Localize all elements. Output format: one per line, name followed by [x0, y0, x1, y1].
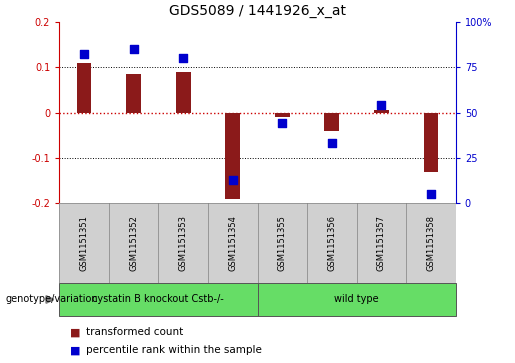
Point [328, 140, 336, 146]
Bar [374, 110, 389, 113]
Text: GSM1151353: GSM1151353 [179, 215, 187, 271]
Text: GSM1151357: GSM1151357 [377, 215, 386, 271]
Bar [275, 113, 290, 117]
Bar [225, 113, 240, 199]
Text: transformed count: transformed count [86, 327, 183, 337]
Text: GSM1151358: GSM1151358 [426, 215, 436, 271]
Text: GSM1151354: GSM1151354 [228, 215, 237, 271]
Bar [126, 74, 141, 113]
Bar [176, 72, 191, 113]
Text: wild type: wild type [334, 294, 379, 305]
Text: GSM1151352: GSM1151352 [129, 215, 138, 271]
Text: cystatin B knockout Cstb-/-: cystatin B knockout Cstb-/- [93, 294, 224, 305]
Title: GDS5089 / 1441926_x_at: GDS5089 / 1441926_x_at [169, 4, 346, 18]
Point [229, 177, 237, 183]
Bar [77, 63, 92, 113]
Text: GSM1151356: GSM1151356 [328, 215, 336, 271]
Point [377, 102, 386, 108]
Text: genotype/variation: genotype/variation [5, 294, 98, 305]
Point [427, 191, 435, 197]
Point [179, 55, 187, 61]
Text: ■: ■ [70, 345, 80, 355]
Point [278, 121, 286, 126]
Bar [59, 283, 258, 316]
Point [80, 52, 88, 57]
Bar [423, 113, 438, 172]
Point [129, 46, 138, 52]
Text: GSM1151355: GSM1151355 [278, 215, 287, 271]
Bar [258, 283, 456, 316]
Text: ■: ■ [70, 327, 80, 337]
Text: GSM1151351: GSM1151351 [79, 215, 89, 271]
Bar [324, 113, 339, 131]
Text: percentile rank within the sample: percentile rank within the sample [86, 345, 262, 355]
